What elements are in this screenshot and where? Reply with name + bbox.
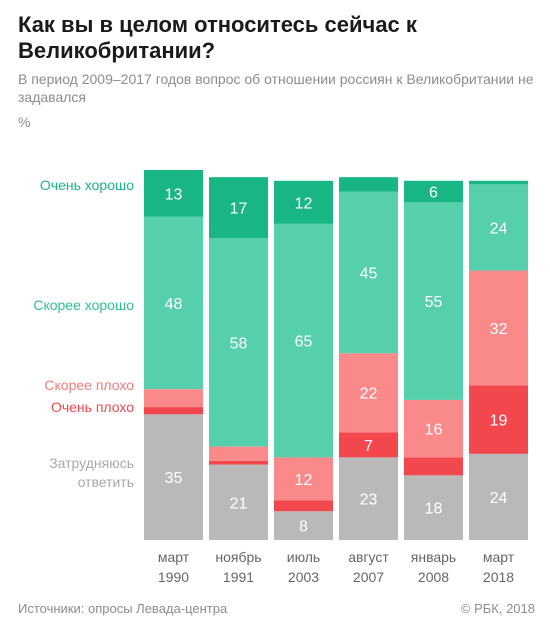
bar-segment [209,177,268,239]
data-label: 13 [165,186,183,203]
bar-segment [469,184,528,271]
bar-segment [274,180,333,224]
data-label: 19 [490,413,508,430]
chart-subtitle: В период 2009–2017 годов вопрос об отнош… [18,71,534,105]
bar-segment [339,457,398,540]
bar-segment [469,180,528,185]
data-label: 6 [429,185,438,202]
bar-segment [404,475,463,540]
data-label: 24 [490,220,508,237]
bar-segment [209,460,268,465]
source-note: Источники: опросы Левада-центра [18,601,228,616]
bar-segment [209,464,268,540]
x-tick-label: ноябрь 1991 [215,549,261,585]
bar-segment [274,500,333,512]
legend-label: Очень хорошо [40,177,134,193]
x-tick-label: январь 2008 [411,549,456,585]
data-label: 65 [295,334,313,351]
bar-segment [144,414,203,540]
data-label: 32 [490,321,508,338]
bar-segment [274,223,333,458]
data-label: 21 [230,495,248,512]
bar-segment [274,457,333,501]
bar-segment [274,511,333,540]
bar-segment [339,191,398,354]
bar-segment [404,202,463,400]
copyright: © РБК, 2018 [460,601,535,616]
x-tick-label: август 2007 [348,549,389,585]
legend-label: Скорее плохо [44,377,134,393]
bar-segment [339,177,398,192]
chart-title: Как вы в целом относитесь сейчас к Велик… [18,12,417,63]
bar-segment [209,446,268,461]
legend-label: Скорее хорошо [33,297,134,313]
data-label: 12 [295,472,313,489]
x-tick-label: июль 2003 [287,549,320,585]
bar-segment [209,238,268,447]
data-label: 16 [425,422,443,439]
data-label: 17 [230,201,248,218]
bar-segment [404,180,463,203]
data-label: 8 [299,519,308,536]
bar-segment [144,216,203,390]
bar-segment [144,170,203,217]
legend-label: Затрудняюсь ответить [49,455,134,490]
bar-segment [144,407,203,415]
data-label: 35 [165,470,183,487]
data-label: 45 [360,265,378,282]
bar-segment [339,432,398,458]
bar-segment [404,457,463,476]
bar-segment [339,353,398,433]
bar-segment [469,270,528,386]
bar-segment [144,389,203,408]
bar-segment [404,399,463,458]
data-label: 58 [230,335,248,352]
data-label: 7 [364,438,373,455]
data-label: 24 [490,490,508,507]
x-tick-label: март 1990 [158,549,190,585]
data-label: 22 [360,386,378,403]
bar-segment [469,453,528,540]
data-label: 23 [360,492,378,509]
data-label: 18 [425,501,443,518]
data-label: 55 [425,294,443,311]
data-label: 48 [165,296,183,313]
data-label: 12 [295,195,313,212]
x-tick-label: март 2018 [483,549,515,585]
unit-label: % [18,114,31,130]
bar-segment [469,385,528,454]
legend-label: Очень плохо [51,399,134,415]
